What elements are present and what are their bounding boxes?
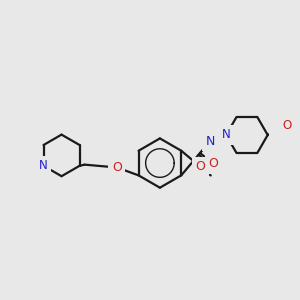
Text: N: N bbox=[205, 135, 214, 148]
Text: N: N bbox=[222, 128, 230, 142]
Text: N: N bbox=[39, 159, 48, 172]
Text: O: O bbox=[195, 160, 205, 173]
Text: O: O bbox=[112, 161, 122, 174]
Text: O: O bbox=[208, 157, 218, 170]
Text: O: O bbox=[282, 119, 292, 132]
